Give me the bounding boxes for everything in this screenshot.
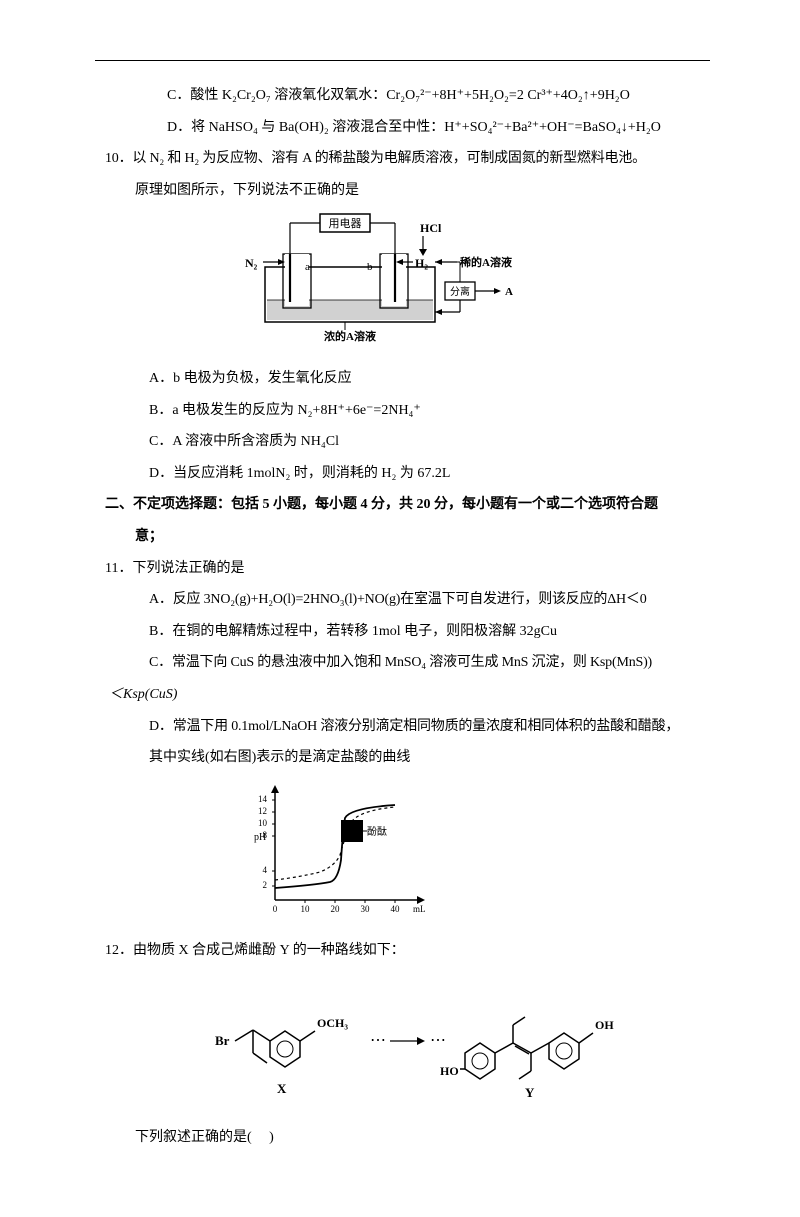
svg-text:⋯: ⋯ xyxy=(430,1032,446,1049)
q9-option-c: C．酸性 K₂Cr₂O₇ 溶液氧化双氧水：Cr₂O₇²⁻+8H⁺+5H₂O₂=2… xyxy=(95,83,710,110)
fig10-a-label: a xyxy=(305,261,310,273)
svg-text:⋯: ⋯ xyxy=(370,1032,386,1049)
svg-text:40: 40 xyxy=(391,904,401,914)
fig10-A-out: A xyxy=(505,286,513,298)
section2-heading-line2: 意； xyxy=(95,524,710,551)
svg-text:mL: mL xyxy=(413,904,426,914)
fig10-dilute-label: 稀的A溶液 xyxy=(460,255,513,269)
svg-text:OH: OH xyxy=(595,1018,614,1032)
q11-option-b: B．在铜的电解精炼过程中，若转移 1mol 电子，则阳极溶解 32gCu xyxy=(95,619,710,646)
svg-text:酚酞: 酚酞 xyxy=(367,825,387,838)
fig10-device-label: 用电器 xyxy=(329,217,362,230)
q11-option-d-line1: D．常温下用 0.1mol/LNaOH 溶液分别滴定相同物质的量浓度和相同体积的… xyxy=(95,714,710,741)
q10-figure: 用电器 HCl N₂ H₂ xyxy=(95,212,710,358)
q9-option-d: D．将 NaHSO₄ 与 Ba(OH)₂ 溶液混合至中性：H⁺+SO₄²⁻+Ba… xyxy=(95,115,710,142)
svg-text:20: 20 xyxy=(331,904,341,914)
q12-tail: 下列叙述正确的是( ) xyxy=(95,1125,710,1152)
svg-text:12: 12 xyxy=(258,806,267,816)
fig10-conc-label: 浓的A溶液 xyxy=(324,329,377,343)
svg-text:OCH₃: OCH₃ xyxy=(317,1016,348,1030)
svg-text:pH: pH xyxy=(254,832,266,843)
svg-text:30: 30 xyxy=(361,904,371,914)
fig10-sep-label: 分离 xyxy=(450,285,470,298)
q12-figure: Br OCH₃ X ⋯ ⋯ HO xyxy=(95,975,710,1116)
section2-heading-line1: 二、不定项选择题：包括 5 小题，每小题 4 分，共 20 分，每小题有一个或二… xyxy=(95,492,710,519)
q10-option-a: A．b 电极为负极，发生氧化反应 xyxy=(95,366,710,393)
q11-stem: 11．下列说法正确的是 xyxy=(95,556,710,583)
q12-stem: 12．由物质 X 合成己烯雌酚 Y 的一种路线如下： xyxy=(95,938,710,965)
fig10-hcl-label: HCl xyxy=(420,221,442,235)
svg-text:4: 4 xyxy=(263,865,268,875)
q11-figure: 14 12 10 8 pH 4 2 0 10 20 30 40 mL 酚酞 xyxy=(95,780,710,931)
q11-option-c-line1: C．常温下向 CuS 的悬浊液中加入饱和 MnSO₄ 溶液可生成 MnS 沉淀，… xyxy=(95,650,710,677)
svg-text:HO: HO xyxy=(440,1064,459,1078)
q10-option-b: B．a 电极发生的反应为 N₂+8H⁺+6e⁻=2NH₄⁺ xyxy=(95,398,710,425)
svg-text:Br: Br xyxy=(215,1033,230,1048)
fig10-n2-label: N₂ xyxy=(245,256,258,270)
svg-text:10: 10 xyxy=(301,904,311,914)
svg-text:14: 14 xyxy=(258,794,268,804)
svg-text:Y: Y xyxy=(525,1085,535,1100)
q10-stem-line2: 原理如图所示，下列说法不正确的是 xyxy=(95,178,710,205)
fig10-h2-label: H₂ xyxy=(415,256,428,270)
svg-text:X: X xyxy=(277,1081,287,1096)
fig10-b-label: b xyxy=(367,261,373,273)
page-top-rule xyxy=(95,60,710,61)
q10-option-c: C．A 溶液中所含溶质为 NH₄Cl xyxy=(95,429,710,456)
svg-text:10: 10 xyxy=(258,818,268,828)
q10-stem-line1: 10．以 N₂ 和 H₂ 为反应物、溶有 A 的稀盐酸为电解质溶液，可制成固氮的… xyxy=(95,146,710,173)
svg-text:0: 0 xyxy=(273,904,278,914)
q11-option-c-line2: ＜Ksp(CuS) xyxy=(95,682,710,709)
q11-option-d-line2: 其中实线(如右图)表示的是滴定盐酸的曲线 xyxy=(95,745,710,772)
q11-option-a: A．反应 3NO₂(g)+H₂O(l)=2HNO₃(l)+NO(g)在室温下可自… xyxy=(95,587,710,614)
q10-option-d: D．当反应消耗 1molN₂ 时，则消耗的 H₂ 为 67.2L xyxy=(95,461,710,488)
svg-text:2: 2 xyxy=(263,880,268,890)
